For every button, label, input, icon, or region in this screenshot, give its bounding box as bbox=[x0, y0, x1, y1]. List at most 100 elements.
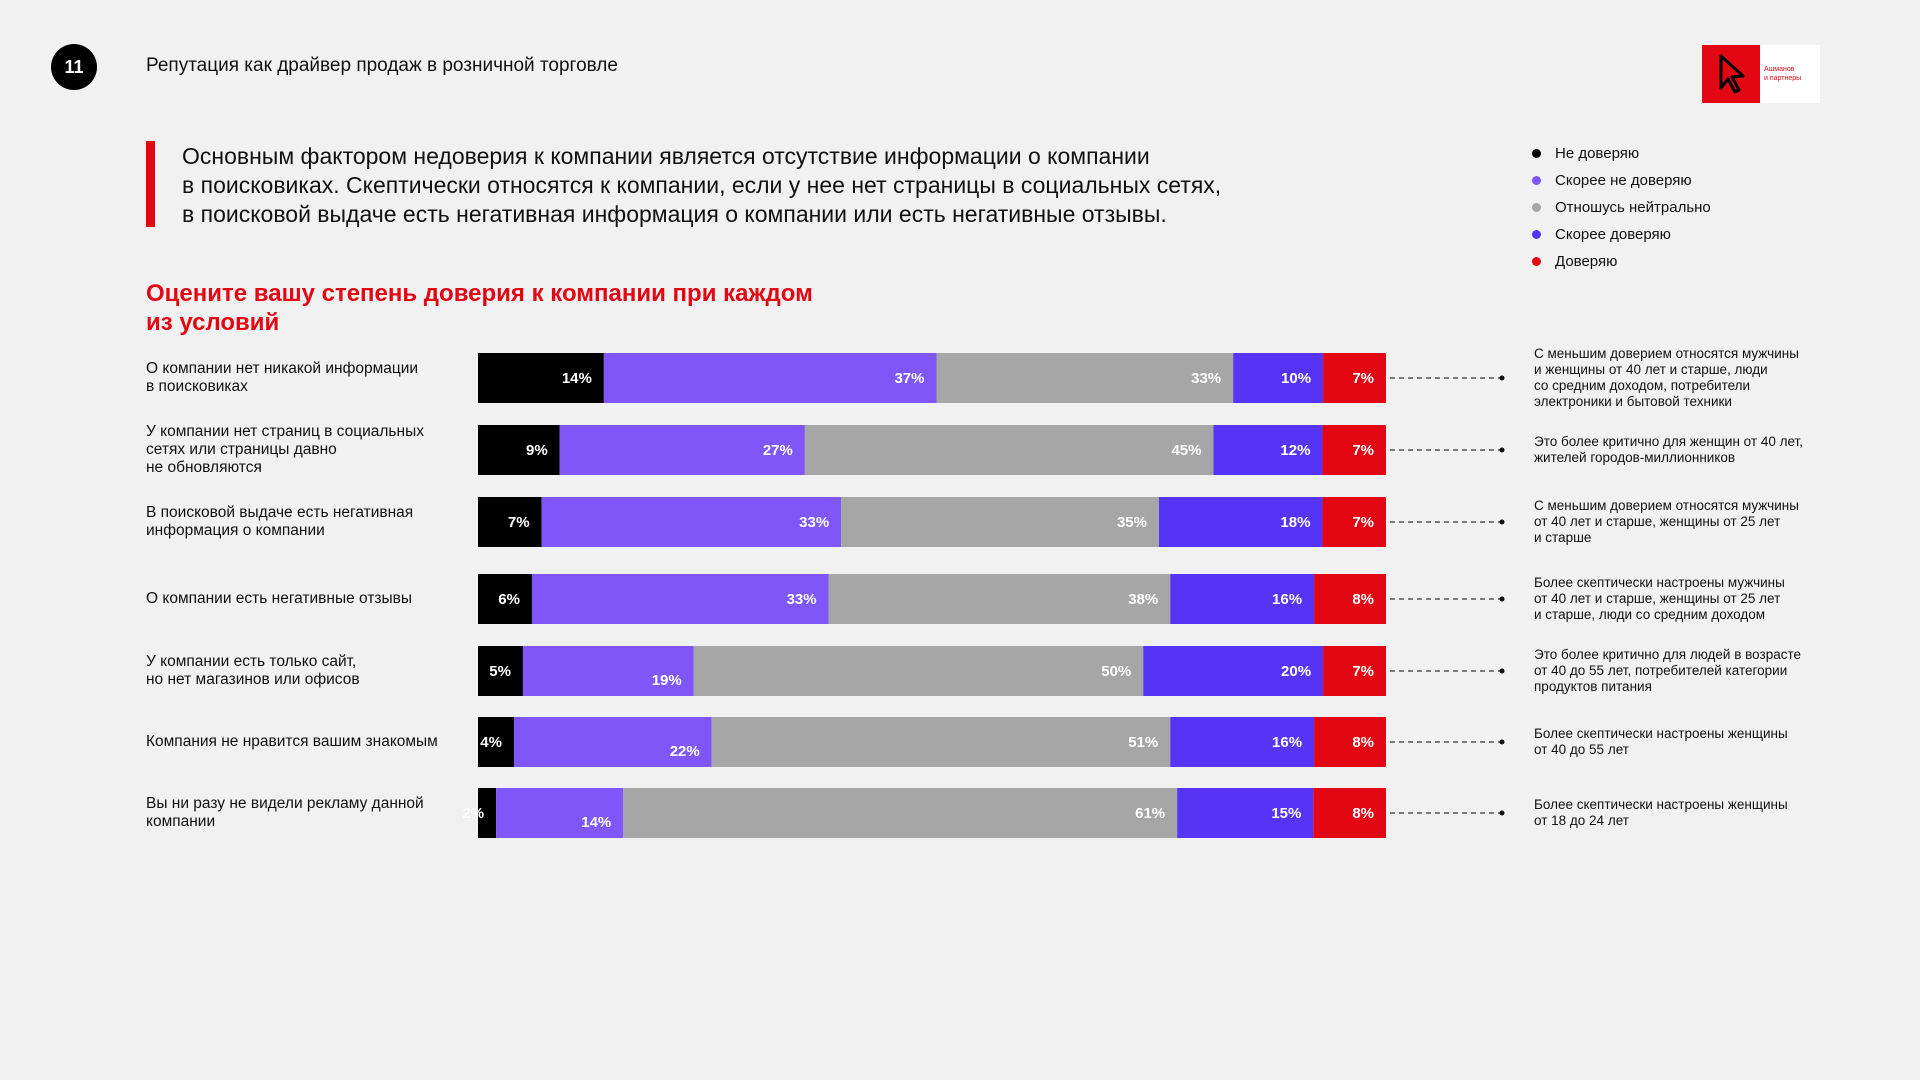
legend-dot-icon bbox=[1532, 203, 1541, 212]
bar-segment bbox=[1322, 497, 1386, 547]
bar-value-label: 10% bbox=[1281, 370, 1311, 387]
row-label-line: но нет магазинов или офисов bbox=[146, 671, 360, 688]
bar-value-label: 61% bbox=[1135, 805, 1165, 822]
bar-segment bbox=[1143, 646, 1324, 696]
bar-value-label: 7% bbox=[1352, 514, 1374, 531]
page-number: 11 bbox=[51, 44, 97, 90]
bar-segment bbox=[1170, 717, 1315, 767]
bar-value-label: 50% bbox=[1101, 663, 1131, 680]
intro-line: в поисковиках. Скептически относятся к к… bbox=[182, 172, 1222, 198]
bar-segment bbox=[1213, 425, 1323, 475]
row-note: Более скептически настроены мужчины от 40… bbox=[1534, 575, 1834, 623]
bar-value-label: 35% bbox=[1117, 514, 1147, 531]
logo-text: Ашманов и партнеры bbox=[1760, 45, 1820, 103]
row-note-line: С меньшим доверием относятся мужчины bbox=[1534, 498, 1799, 513]
row-label: Вы ни разу не видели рекламу данной компа… bbox=[146, 795, 466, 831]
question-line: Оцените вашу степень доверия к компании … bbox=[146, 280, 813, 307]
legend-item: Скорее доверяю bbox=[1532, 221, 1711, 248]
row-label-line: Компания не нравится вашим знакомым bbox=[146, 733, 438, 750]
bar-value-label: 7% bbox=[508, 514, 530, 531]
bar-segment bbox=[623, 788, 1178, 838]
bar-segment bbox=[478, 425, 560, 475]
row-note-line: Это более критично для людей в возрасте bbox=[1534, 647, 1802, 662]
row-note-line: Более скептически настроены женщины bbox=[1534, 726, 1788, 741]
legend-dot-icon bbox=[1532, 230, 1541, 239]
bar-segment bbox=[1323, 646, 1386, 696]
bar-value-label: 27% bbox=[763, 442, 793, 459]
row-label: О компании нет никакой информации в поиск… bbox=[146, 360, 466, 396]
legend-dot-icon bbox=[1532, 176, 1541, 185]
row-label-line: В поисковой выдаче есть негативная bbox=[146, 504, 414, 521]
bar-segment bbox=[478, 717, 514, 767]
bar-segment bbox=[513, 717, 712, 767]
quote-accent-bar bbox=[146, 141, 155, 227]
company-logo: Ашманов и партнеры bbox=[1702, 45, 1820, 103]
row-note-line: от 18 до 24 лет bbox=[1534, 813, 1629, 828]
chart-question-title: Оцените вашу степень доверия к компании … bbox=[146, 279, 906, 337]
bar-value-label: 7% bbox=[1352, 663, 1374, 680]
row-note-line: Более скептически настроены женщины bbox=[1534, 797, 1788, 812]
row-label-line: компании bbox=[146, 813, 216, 830]
legend-dot-icon bbox=[1532, 257, 1541, 266]
bar-segment bbox=[841, 497, 1159, 547]
bar-value-label: 4% bbox=[480, 734, 502, 751]
bar-segment bbox=[478, 497, 542, 547]
bar-segment bbox=[541, 497, 842, 547]
row-note: С меньшим доверием относятся мужчины от 4… bbox=[1534, 498, 1834, 546]
bar-value-label: 45% bbox=[1171, 442, 1201, 459]
connector-dot bbox=[1499, 519, 1505, 525]
bar-segment bbox=[478, 646, 523, 696]
bar-segment bbox=[804, 425, 1214, 475]
bar-value-label: 20% bbox=[1281, 663, 1311, 680]
row-note-line: и женщины от 40 лет и старше, люди bbox=[1534, 362, 1768, 377]
bar-value-label: 19% bbox=[652, 672, 682, 689]
row-note-line: электроники и бытовой техники bbox=[1534, 394, 1732, 409]
logo-text-line: и партнеры bbox=[1764, 75, 1802, 82]
bar-value-label: 7% bbox=[1352, 442, 1374, 459]
logo-text-line: Ашманов bbox=[1764, 66, 1795, 73]
legend-label: Скорее доверяю bbox=[1555, 226, 1671, 243]
row-label: О компании есть негативные отзывы bbox=[146, 590, 466, 608]
logo-arrow-icon bbox=[1702, 45, 1760, 103]
row-note-line: от 40 лет и старше, женщины от 25 лет bbox=[1534, 514, 1781, 529]
row-label: У компании есть только сайт, но нет магаз… bbox=[146, 653, 466, 689]
intro-line: Основным фактором недоверия к компании я… bbox=[182, 143, 1150, 169]
bar-segment bbox=[711, 717, 1171, 767]
bar-segment bbox=[478, 574, 532, 624]
bar-value-label: 16% bbox=[1272, 734, 1302, 751]
row-note: Это более критично для людей в возрасте о… bbox=[1534, 647, 1834, 695]
row-note-line: Более скептически настроены мужчины bbox=[1534, 575, 1785, 590]
connector-dot bbox=[1499, 668, 1505, 674]
row-note: С меньшим доверием относятся мужчины и же… bbox=[1534, 346, 1834, 410]
legend-label: Не доверяю bbox=[1555, 145, 1640, 162]
row-label-line: О компании есть негативные отзывы bbox=[146, 590, 413, 607]
row-note-line: от 40 лет и старше, женщины от 25 лет bbox=[1534, 591, 1781, 606]
row-note-line: Это более критично для женщин от 40 лет, bbox=[1534, 434, 1803, 449]
row-note-line: С меньшим доверием относятся мужчины bbox=[1534, 346, 1799, 361]
bar-segment bbox=[1313, 788, 1386, 838]
row-label-line: У компании нет страниц в социальных bbox=[146, 423, 424, 440]
legend-label: Доверяю bbox=[1555, 253, 1618, 270]
page-header-title: Репутация как драйвер продаж в розничной… bbox=[146, 55, 618, 76]
intro-line: в поисковой выдаче есть негативная инфор… bbox=[182, 201, 1167, 227]
legend-dot-icon bbox=[1532, 149, 1541, 158]
bar-value-label: 33% bbox=[1191, 370, 1221, 387]
bar-value-label: 16% bbox=[1272, 591, 1302, 608]
legend-item: Скорее не доверяю bbox=[1532, 167, 1711, 194]
row-label-line: не обновляются bbox=[146, 459, 262, 476]
bar-segment bbox=[693, 646, 1144, 696]
row-note: Более скептически настроены женщины от 18… bbox=[1534, 797, 1834, 829]
bar-value-label: 22% bbox=[670, 743, 700, 760]
row-note: Более скептически настроены женщины от 40… bbox=[1534, 726, 1834, 758]
bar-value-label: 12% bbox=[1280, 442, 1310, 459]
bar-segment bbox=[1314, 717, 1386, 767]
bar-value-label: 7% bbox=[1352, 370, 1374, 387]
connector-dot bbox=[1499, 375, 1505, 381]
row-label-line: сетях или страницы давно bbox=[146, 441, 337, 458]
bar-value-label: 6% bbox=[498, 591, 520, 608]
row-note: Это более критично для женщин от 40 лет,… bbox=[1534, 434, 1834, 466]
bar-segment bbox=[496, 788, 624, 838]
connector-dot bbox=[1499, 596, 1505, 602]
row-label: В поисковой выдаче есть негативная информ… bbox=[146, 504, 466, 540]
